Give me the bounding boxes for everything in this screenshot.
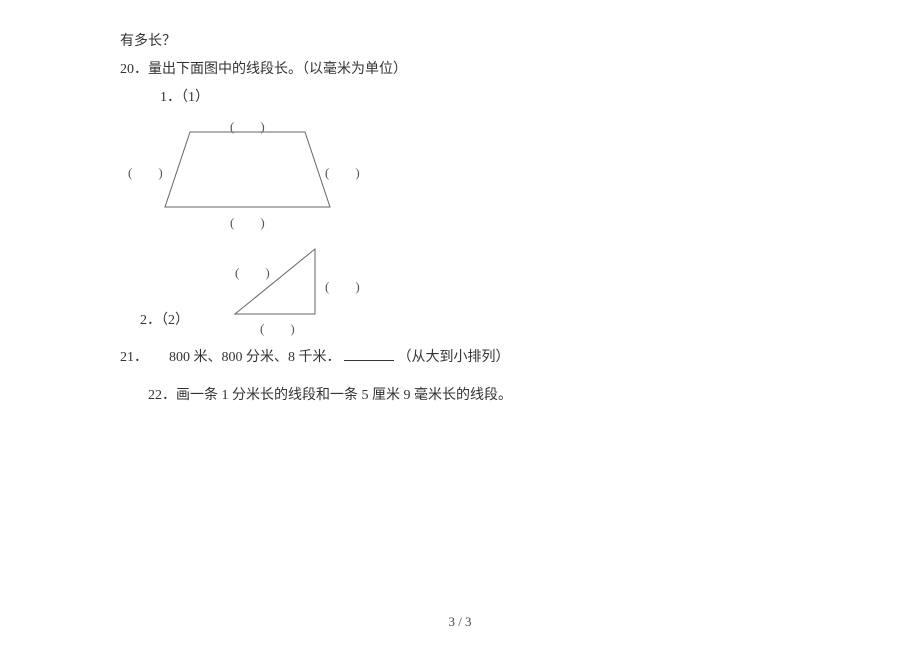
q20-sub1-label: 1．（1） xyxy=(160,86,800,106)
triangle-shape xyxy=(235,249,315,314)
trapezoid-svg xyxy=(150,122,350,222)
q22-text: 22．画一条 1 分米长的线段和一条 5 厘米 9 毫米长的线段。 xyxy=(148,384,800,404)
q21-line: 21． 800 米、800 分米、8 千米． （从大到小排列） xyxy=(120,346,800,366)
fragment-text: 有多长？ xyxy=(120,30,800,50)
document-body: 有多长？ 20．量出下面图中的线段长。（以毫米为单位） 1．（1） ( ) ( … xyxy=(120,30,800,412)
trapezoid-bottom-label: ( ) xyxy=(230,212,265,231)
trapezoid-left-label: ( ) xyxy=(128,162,163,181)
q20-text: 20．量出下面图中的线段长。（以毫米为单位） xyxy=(120,58,800,78)
figure-triangle-row: 2．（2） ( ) ( ) ( ) xyxy=(140,244,460,334)
page-number: 3 / 3 xyxy=(0,614,920,630)
q21-text-b: （从大到小排列） xyxy=(398,350,510,365)
q21-blank xyxy=(344,346,394,361)
q20-sub2-label: 2．（2） xyxy=(140,309,189,329)
trapezoid-shape xyxy=(165,132,330,207)
triangle-bottom-label: ( ) xyxy=(260,318,295,337)
triangle-right-label: ( ) xyxy=(325,276,360,295)
q21-text-a: 21． 800 米、800 分米、8 千米． xyxy=(120,350,341,365)
figure-trapezoid: ( ) ( ) ( ) ( ) xyxy=(140,114,360,224)
trapezoid-top-label: ( ) xyxy=(230,116,265,135)
triangle-hypotenuse-label: ( ) xyxy=(235,262,270,281)
trapezoid-right-label: ( ) xyxy=(325,162,360,181)
